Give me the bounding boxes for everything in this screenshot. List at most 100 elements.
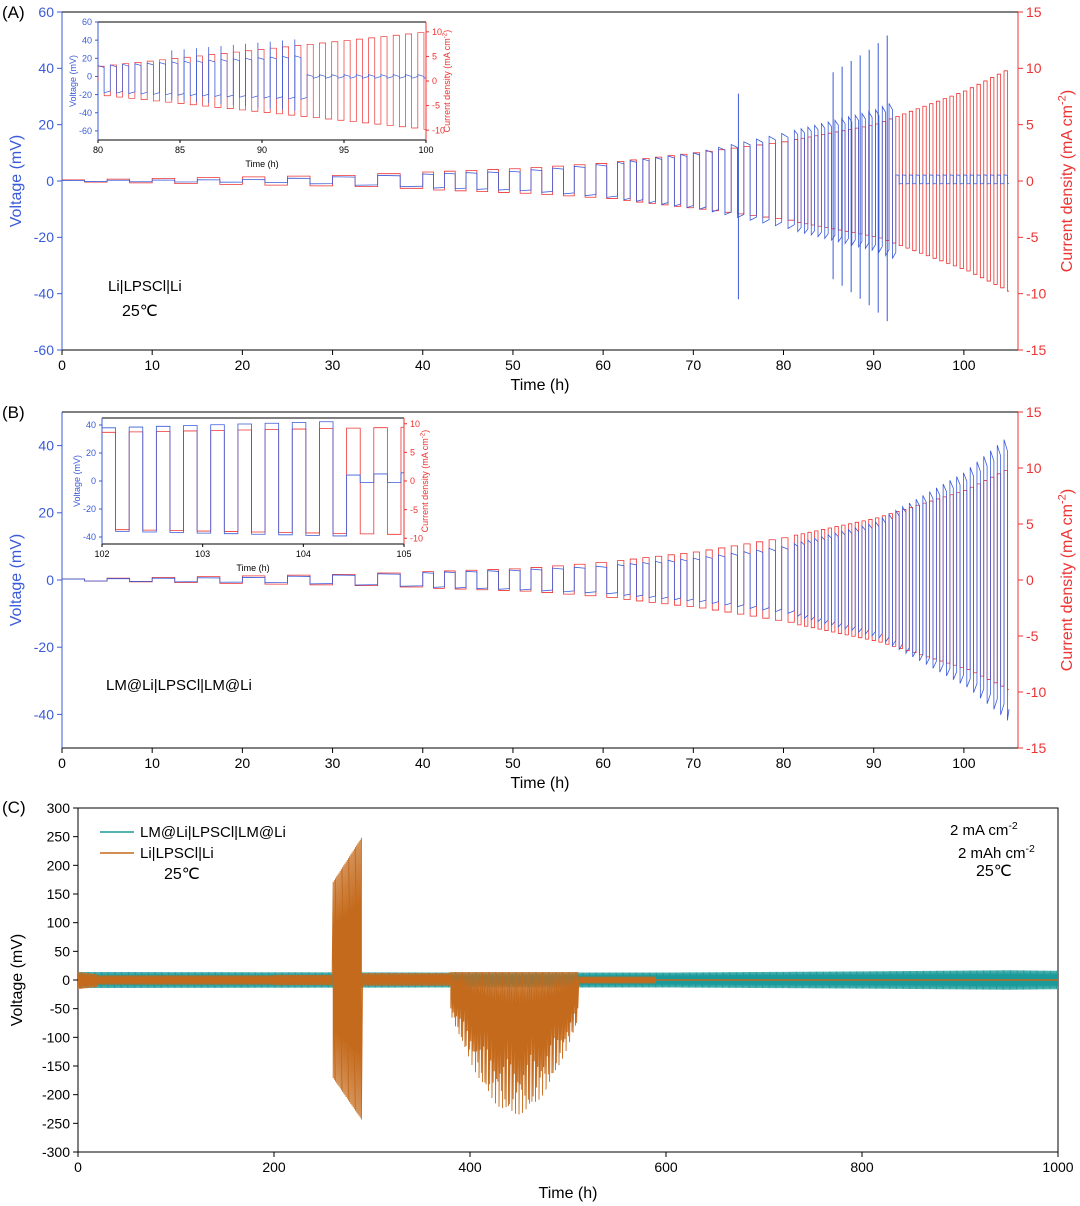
y2-axis-title-text: Current density (mA cm bbox=[1059, 504, 1076, 671]
plot-area bbox=[62, 439, 1010, 721]
x-tick-label: 30 bbox=[325, 755, 341, 771]
condition-current-text: 2 mA cm bbox=[950, 822, 1008, 839]
inset-y-tick-label: 20 bbox=[82, 53, 92, 63]
inset-x-axis-title: Time (h) bbox=[245, 159, 278, 169]
condition-current: 2 mA cm-2 bbox=[950, 820, 1018, 839]
inset-y-tick-label: 40 bbox=[82, 35, 92, 45]
inset-x-tick-label: 80 bbox=[93, 145, 103, 155]
panel-label: (A) bbox=[2, 3, 25, 22]
inset-y-tick-label: 0 bbox=[87, 72, 92, 82]
x-tick-label: 60 bbox=[595, 357, 611, 373]
x-tick-label: 10 bbox=[144, 755, 160, 771]
x-tick-label: 400 bbox=[458, 1159, 482, 1175]
y2-axis-title-tail: ) bbox=[1059, 489, 1076, 494]
inset-y2-tick-label: -5 bbox=[432, 101, 440, 111]
legend-label-li: Li|LPSCl|Li bbox=[140, 845, 214, 862]
x-tick-label: 10 bbox=[144, 357, 160, 373]
voltage-line bbox=[62, 439, 1010, 721]
y-tick-label: -300 bbox=[42, 1144, 70, 1160]
y-tick-label: 60 bbox=[38, 4, 54, 20]
inset-voltage-line bbox=[98, 55, 426, 100]
x-tick-label: 50 bbox=[505, 357, 521, 373]
y2-axis-title: Current density (mA cm-2) bbox=[1057, 489, 1076, 671]
inset-y2-axis-title-tail: ) bbox=[442, 30, 452, 33]
inset-y2-tick-label: 10 bbox=[432, 27, 442, 37]
x-tick-label: 50 bbox=[505, 755, 521, 771]
x-tick-label: 60 bbox=[595, 755, 611, 771]
x-tick-label: 40 bbox=[415, 755, 431, 771]
y2-axis-title: Current density (mA cm-2) bbox=[1057, 90, 1076, 272]
y2-tick-label: 10 bbox=[1026, 60, 1042, 76]
x-tick-label: 800 bbox=[850, 1159, 874, 1175]
inset-y-axis-title: Voltage (mV) bbox=[72, 455, 82, 507]
y-tick-label: -60 bbox=[34, 342, 54, 358]
y-tick-label: -40 bbox=[34, 706, 54, 722]
legend-label-lm: LM@Li|LPSCl|LM@Li bbox=[140, 824, 286, 841]
inset-y2-tick-label: 0 bbox=[410, 476, 415, 486]
inset-x-tick-label: 100 bbox=[418, 145, 433, 155]
inset-y2-tick-label: 5 bbox=[432, 52, 437, 62]
condition-capacity: 2 mAh cm-2 bbox=[958, 843, 1035, 862]
y2-tick-label: -5 bbox=[1026, 229, 1039, 245]
x-tick-label: 0 bbox=[58, 755, 66, 771]
inset-y2-axis-title-text: Current density (mA cm bbox=[420, 438, 430, 532]
y2-axis-title-text: Current density (mA cm bbox=[1059, 105, 1076, 272]
inset-y2-tick-label: -10 bbox=[432, 125, 445, 135]
x-axis-title: Time (h) bbox=[511, 775, 570, 792]
y2-tick-label: 10 bbox=[1026, 460, 1042, 476]
legend-temperature: 25℃ bbox=[164, 866, 200, 883]
inset-plot-area bbox=[102, 421, 404, 537]
y-tick-label: 200 bbox=[47, 857, 71, 873]
y-tick-label: -100 bbox=[42, 1029, 70, 1045]
y2-axis-title-tail: ) bbox=[1059, 90, 1076, 95]
annotation-cell: Li|LPSCl|Li bbox=[108, 278, 182, 295]
y-tick-label: 250 bbox=[47, 829, 71, 845]
inset-y2-axis-title-sup: -2 bbox=[441, 32, 448, 38]
y-tick-label: 100 bbox=[47, 915, 71, 931]
x-tick-label: 0 bbox=[58, 357, 66, 373]
y2-tick-label: 5 bbox=[1026, 516, 1034, 532]
inset-y-tick-label: -20 bbox=[79, 90, 92, 100]
y2-tick-label: 0 bbox=[1026, 572, 1034, 588]
y-tick-label: 0 bbox=[46, 572, 54, 588]
series-li bbox=[78, 837, 656, 1120]
inset-x-tick-label: 105 bbox=[396, 549, 411, 559]
inset-x-tick-label: 95 bbox=[339, 145, 349, 155]
inset-x-tick-label: 103 bbox=[195, 549, 210, 559]
x-tick-label: 0 bbox=[74, 1159, 82, 1175]
y-tick-label: -200 bbox=[42, 1087, 70, 1103]
panel-label: (B) bbox=[2, 403, 25, 422]
y-tick-label: 20 bbox=[38, 117, 54, 133]
x-tick-label: 1000 bbox=[1042, 1159, 1073, 1175]
y-axis-title: Voltage (mV) bbox=[9, 934, 26, 1026]
y-tick-label: 50 bbox=[54, 943, 70, 959]
y2-tick-label: -10 bbox=[1026, 286, 1046, 302]
x-tick-label: 80 bbox=[776, 755, 792, 771]
inset-x-tick-label: 104 bbox=[296, 549, 311, 559]
y2-tick-label: -15 bbox=[1026, 740, 1046, 756]
x-tick-label: 40 bbox=[415, 357, 431, 373]
y-tick-label: 40 bbox=[38, 60, 54, 76]
x-tick-label: 80 bbox=[776, 357, 792, 373]
inset-plot-area bbox=[98, 32, 426, 130]
x-tick-label: 100 bbox=[952, 357, 976, 373]
inset-y2-tick-label: 5 bbox=[410, 448, 415, 458]
inset-y-tick-label: -40 bbox=[79, 108, 92, 118]
y-tick-label: 0 bbox=[46, 173, 54, 189]
y-tick-label: 20 bbox=[38, 505, 54, 521]
inset-y2-axis-title-tail: ) bbox=[420, 430, 430, 433]
inset-current-line bbox=[98, 32, 426, 130]
y-tick-label: -150 bbox=[42, 1058, 70, 1074]
y-tick-label: -20 bbox=[34, 229, 54, 245]
inset-y-tick-label: 40 bbox=[86, 420, 96, 430]
inset-y2-axis-title: Current density (mA cm-2) bbox=[441, 30, 452, 133]
inset-x-tick-label: 85 bbox=[175, 145, 185, 155]
x-tick-label: 70 bbox=[686, 755, 702, 771]
y-tick-label: 150 bbox=[47, 886, 71, 902]
inset-y-axis-title: Voltage (mV) bbox=[68, 55, 78, 107]
inset-voltage-line bbox=[102, 421, 404, 537]
inset-y-tick-label: -20 bbox=[83, 504, 96, 514]
y-tick-label: -40 bbox=[34, 286, 54, 302]
condition-temperature: 25℃ bbox=[976, 863, 1012, 880]
